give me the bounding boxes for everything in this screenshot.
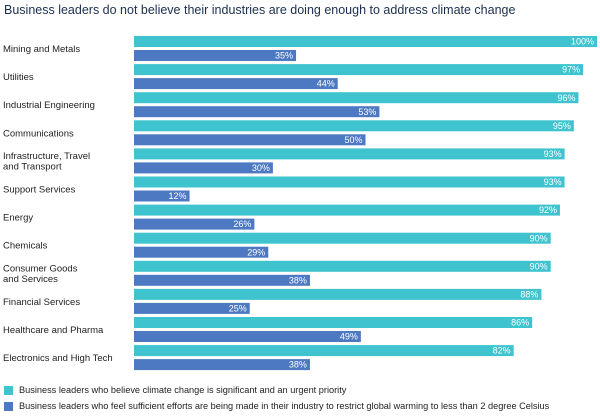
bar-financial-services-series-2 bbox=[134, 302, 250, 314]
category-label-financial-services: Financial Services bbox=[3, 297, 80, 308]
legend-item-urgent-priority: Business leaders who believe climate cha… bbox=[4, 382, 549, 398]
category-label-utilities: Utilities bbox=[3, 72, 34, 83]
bar-consumer-goods-and-services-series-1 bbox=[134, 260, 551, 272]
bar-value-label-utilities-series-2: 44% bbox=[317, 79, 335, 89]
bar-value-label-mining-and-metals-series-1: 100% bbox=[571, 37, 594, 47]
legend-swatch-urgent-priority bbox=[4, 385, 13, 395]
bar-value-label-industrial-engineering-series-1: 96% bbox=[557, 93, 575, 103]
bar-value-label-infrastructure-travel-and-transport-series-2: 30% bbox=[252, 163, 270, 173]
bar-value-label-healthcare-and-pharma-series-1: 86% bbox=[511, 318, 529, 328]
bar-communications-series-2 bbox=[134, 134, 366, 146]
bar-value-label-consumer-goods-and-services-series-1: 90% bbox=[530, 261, 548, 271]
bar-value-label-energy-series-2: 26% bbox=[233, 219, 251, 229]
bar-healthcare-and-pharma-series-2 bbox=[134, 331, 361, 342]
bar-support-services-series-2 bbox=[134, 190, 190, 202]
bar-value-label-healthcare-and-pharma-series-2: 49% bbox=[340, 332, 358, 342]
bar-financial-services-series-1 bbox=[134, 288, 542, 300]
bar-support-services-series-1 bbox=[134, 176, 565, 188]
bar-electronics-and-high-tech-series-2 bbox=[134, 359, 310, 371]
bar-mining-and-metals-series-2 bbox=[134, 50, 297, 61]
legend-label-sufficient-efforts: Business leaders who feel sufficient eff… bbox=[19, 401, 550, 411]
bar-value-label-electronics-and-high-tech-series-2: 38% bbox=[289, 360, 307, 370]
legend: Business leaders who believe climate cha… bbox=[4, 382, 549, 414]
category-label-industrial-engineering: Industrial Engineering bbox=[3, 100, 95, 111]
bar-value-label-consumer-goods-and-services-series-2: 38% bbox=[289, 275, 307, 285]
bar-value-label-electronics-and-high-tech-series-1: 82% bbox=[493, 346, 511, 356]
category-label-energy: Energy bbox=[3, 213, 33, 224]
bar-value-label-support-services-series-1: 93% bbox=[544, 177, 562, 187]
bar-value-label-communications-series-1: 95% bbox=[553, 121, 571, 131]
legend-item-sufficient-efforts: Business leaders who feel sufficient eff… bbox=[4, 398, 549, 414]
bar-electronics-and-high-tech-series-1 bbox=[134, 345, 514, 357]
bar-value-label-utilities-series-1: 97% bbox=[562, 65, 580, 75]
category-label-support-services: Support Services bbox=[3, 185, 76, 196]
bar-value-label-chemicals-series-1: 90% bbox=[530, 233, 548, 243]
bar-value-label-financial-services-series-1: 88% bbox=[520, 290, 538, 300]
legend-label-urgent-priority: Business leaders who believe climate cha… bbox=[19, 385, 347, 395]
bar-industrial-engineering-series-1 bbox=[134, 92, 579, 104]
bar-infrastructure-travel-and-transport-series-2 bbox=[134, 162, 273, 174]
bar-consumer-goods-and-services-series-2 bbox=[134, 274, 310, 286]
category-label-healthcare-and-pharma: Healthcare and Pharma bbox=[3, 325, 104, 336]
bar-value-label-communications-series-2: 50% bbox=[344, 135, 362, 145]
bar-utilities-series-2 bbox=[134, 78, 338, 90]
bar-mining-and-metals-series-1 bbox=[134, 36, 597, 47]
legend-swatch-sufficient-efforts bbox=[4, 401, 13, 411]
bar-value-label-energy-series-1: 92% bbox=[539, 205, 557, 215]
bar-energy-series-2 bbox=[134, 218, 255, 230]
bar-value-label-mining-and-metals-series-2: 35% bbox=[275, 51, 293, 61]
bar-healthcare-and-pharma-series-1 bbox=[134, 317, 533, 328]
bar-value-label-support-services-series-2: 12% bbox=[169, 191, 187, 201]
bar-chemicals-series-1 bbox=[134, 232, 551, 244]
category-label-electronics-and-high-tech: Electronics and High Tech bbox=[3, 353, 113, 364]
bar-value-label-infrastructure-travel-and-transport-series-1: 93% bbox=[544, 149, 562, 159]
category-label-mining-and-metals: Mining and Metals bbox=[3, 44, 80, 55]
bar-value-label-chemicals-series-2: 29% bbox=[247, 247, 265, 257]
chart-title: Business leaders do not believe their in… bbox=[4, 3, 516, 17]
bar-infrastructure-travel-and-transport-series-1 bbox=[134, 148, 565, 160]
bar-communications-series-1 bbox=[134, 120, 574, 132]
bar-utilities-series-1 bbox=[134, 64, 584, 76]
category-label-consumer-goods-and-services: Consumer Goods and Services bbox=[3, 263, 78, 285]
category-label-communications: Communications bbox=[3, 128, 74, 139]
bar-industrial-engineering-series-2 bbox=[134, 106, 380, 118]
bar-value-label-financial-services-series-2: 25% bbox=[229, 304, 247, 314]
bar-chemicals-series-2 bbox=[134, 246, 269, 258]
category-label-infrastructure-travel-and-transport: Infrastructure, Travel and Transport bbox=[3, 151, 90, 173]
bar-energy-series-1 bbox=[134, 204, 560, 216]
bar-value-label-industrial-engineering-series-2: 53% bbox=[358, 107, 376, 117]
category-label-chemicals: Chemicals bbox=[3, 241, 48, 252]
